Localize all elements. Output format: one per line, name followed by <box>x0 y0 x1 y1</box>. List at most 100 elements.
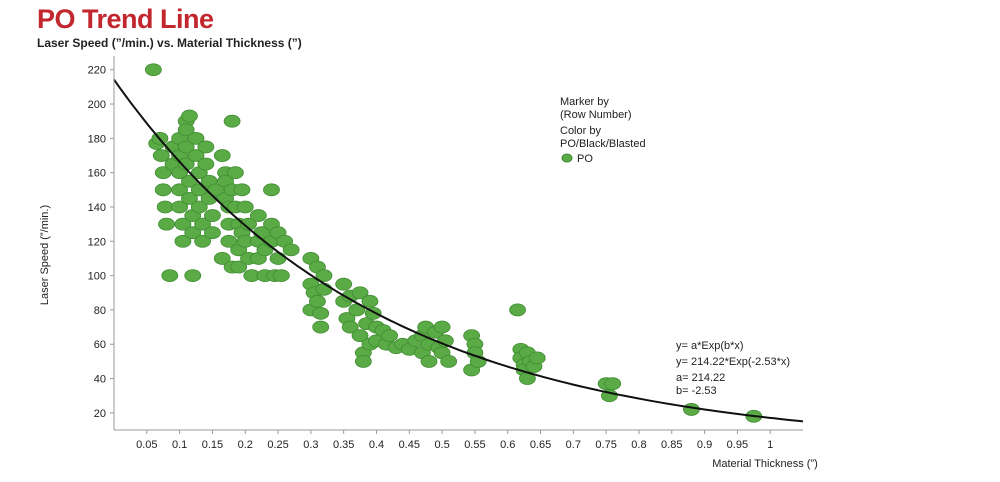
data-point <box>341 320 359 334</box>
data-point <box>351 286 369 300</box>
legend-marker-by: Marker by <box>560 96 609 108</box>
y-axis-label: Laser Speed (”/min.) <box>39 205 51 305</box>
data-point <box>197 140 215 154</box>
x-tick-label: 0.1 <box>172 439 187 451</box>
data-point <box>181 109 198 123</box>
data-point <box>184 226 202 240</box>
data-point <box>528 351 546 365</box>
legend-color-by-sub: PO/Black/Blasted <box>560 138 646 150</box>
data-point <box>420 354 438 368</box>
data-point <box>240 217 257 231</box>
data-point <box>156 200 174 214</box>
data-point <box>152 149 170 162</box>
data-point <box>351 329 369 343</box>
chart-title: PO Trend Line <box>37 4 214 34</box>
y-tick-label: 80 <box>94 305 106 317</box>
equation-annotation: y= a*Exp(b*x) y= 214.22*Exp(-2.53*x) a= … <box>676 340 790 397</box>
data-point <box>184 269 202 282</box>
x-tick-label: 0.4 <box>369 439 384 451</box>
y-tick-label: 20 <box>94 408 106 420</box>
data-point <box>154 183 172 197</box>
x-tick-label: 0.15 <box>202 439 223 451</box>
y-ticks: 20 40 60 80 100 120 140 160 180 200 220 <box>88 65 114 420</box>
data-point <box>433 320 451 334</box>
data-point <box>233 183 251 197</box>
data-point <box>312 320 330 334</box>
data-point <box>194 234 211 248</box>
data-point <box>604 377 622 391</box>
data-point <box>177 123 195 137</box>
x-tick-label: 0.75 <box>595 439 616 451</box>
data-point <box>249 209 267 222</box>
x-tick-label: 0.2 <box>238 439 253 451</box>
y-tick-label: 40 <box>94 374 106 386</box>
data-point <box>187 149 205 162</box>
data-point <box>171 183 189 197</box>
data-point <box>223 114 241 128</box>
data-point <box>197 157 215 171</box>
y-tick-label: 60 <box>94 339 106 351</box>
x-tick-label: 0.25 <box>267 439 288 451</box>
data-point <box>171 200 189 214</box>
legend-color-by: Color by <box>560 125 601 137</box>
markers-layer <box>144 63 763 423</box>
data-point <box>204 209 221 222</box>
x-tick-label: 0.35 <box>333 439 354 451</box>
y-tick-label: 200 <box>88 99 106 111</box>
y-tick-label: 120 <box>88 236 106 248</box>
legend-marker-by-sub: (Row Number) <box>560 109 632 121</box>
data-point <box>194 217 211 231</box>
legend-marker-swatch <box>561 153 573 163</box>
x-tick-label: 0.9 <box>697 439 712 451</box>
equation-b: b= -2.53 <box>676 385 717 397</box>
chart-subtitle: Laser Speed (”/min.) vs. Material Thickn… <box>37 36 302 50</box>
x-tick-label: 0.6 <box>500 439 515 451</box>
data-point <box>144 63 162 77</box>
data-point <box>220 234 238 248</box>
data-point <box>335 277 353 291</box>
x-tick-label: 0.05 <box>136 439 157 451</box>
x-tick-label: 0.55 <box>464 439 485 451</box>
data-point <box>174 217 192 231</box>
data-point <box>315 269 333 282</box>
x-tick-label: 0.95 <box>727 439 748 451</box>
data-point <box>161 269 179 282</box>
equation-a: a= 214.22 <box>676 372 725 384</box>
data-point <box>154 166 172 180</box>
data-point <box>226 166 244 180</box>
data-point <box>230 260 248 274</box>
data-point <box>309 294 326 308</box>
equation-fitted: y= 214.22*Exp(-2.53*x) <box>676 356 790 368</box>
y-tick-label: 100 <box>88 271 106 283</box>
y-tick-label: 140 <box>88 202 106 214</box>
legend-entry-po: PO <box>577 153 593 165</box>
x-ticks: 0.05 0.1 0.15 0.2 0.25 0.3 0.35 0.4 0.45 0.5 0.55 0… <box>136 430 773 451</box>
data-point <box>269 252 287 265</box>
x-tick-label: 0.3 <box>303 439 318 451</box>
data-point <box>509 303 526 317</box>
data-point <box>312 306 330 320</box>
data-point <box>158 217 175 231</box>
data-point <box>204 226 221 240</box>
legend: Marker by (Row Number) Color by PO/Black… <box>560 96 646 165</box>
x-tick-label: 0.85 <box>661 439 682 451</box>
x-tick-label: 0.8 <box>631 439 646 451</box>
data-point <box>213 252 231 265</box>
x-axis-label: Material Thickness (”) <box>712 458 818 470</box>
equation-model: y= a*Exp(b*x) <box>676 340 744 352</box>
data-point <box>440 354 458 368</box>
data-point <box>187 131 205 145</box>
data-point <box>213 149 231 162</box>
data-point <box>381 329 399 343</box>
data-point <box>315 282 333 296</box>
data-point <box>354 354 372 368</box>
data-point <box>263 183 280 197</box>
trend-line <box>113 79 804 423</box>
data-point <box>272 269 290 282</box>
x-tick-label: 1 <box>767 439 773 451</box>
data-point <box>683 403 700 416</box>
data-point <box>282 243 300 257</box>
x-tick-label: 0.5 <box>434 439 449 451</box>
data-point <box>174 234 192 248</box>
